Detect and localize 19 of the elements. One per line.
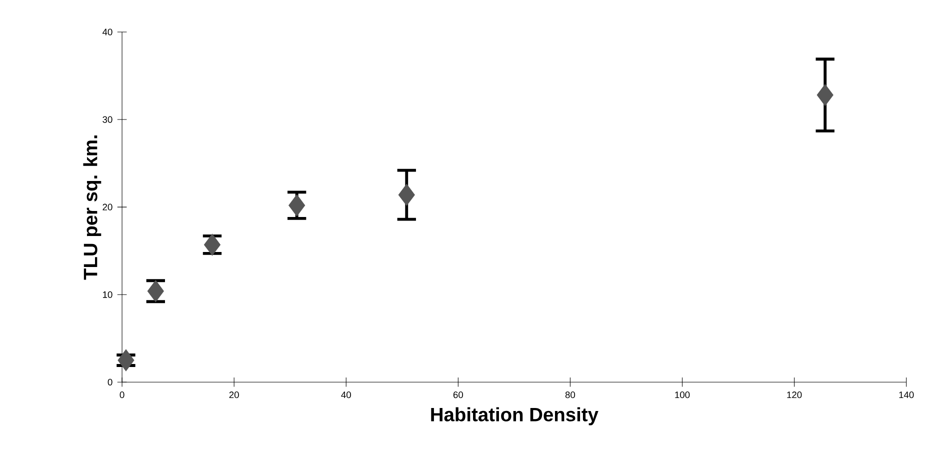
y-tick-label: 0 [108, 378, 112, 386]
y-tick-label: 30 [102, 116, 112, 123]
x-tick-label: 120 [787, 391, 802, 398]
x-tick-label: 60 [453, 391, 463, 398]
point [398, 184, 415, 206]
y-tick-label: 40 [102, 28, 112, 36]
x-tick-label: 100 [675, 391, 690, 398]
x-tick-label: 20 [229, 391, 239, 398]
x-tick-label: 40 [341, 391, 351, 398]
y-tick-label: 20 [102, 204, 112, 210]
point [118, 349, 134, 372]
point [288, 194, 306, 216]
x-tick-label: 0 [120, 391, 124, 398]
x-tick-label: 140 [899, 391, 914, 398]
x-axis-title: Habitation Density [431, 407, 598, 426]
x-tick-label: 80 [565, 391, 576, 398]
y-axis-title: TLU per sq. km. [83, 135, 102, 280]
point [816, 84, 834, 106]
y-tick-label: 10 [102, 291, 112, 298]
